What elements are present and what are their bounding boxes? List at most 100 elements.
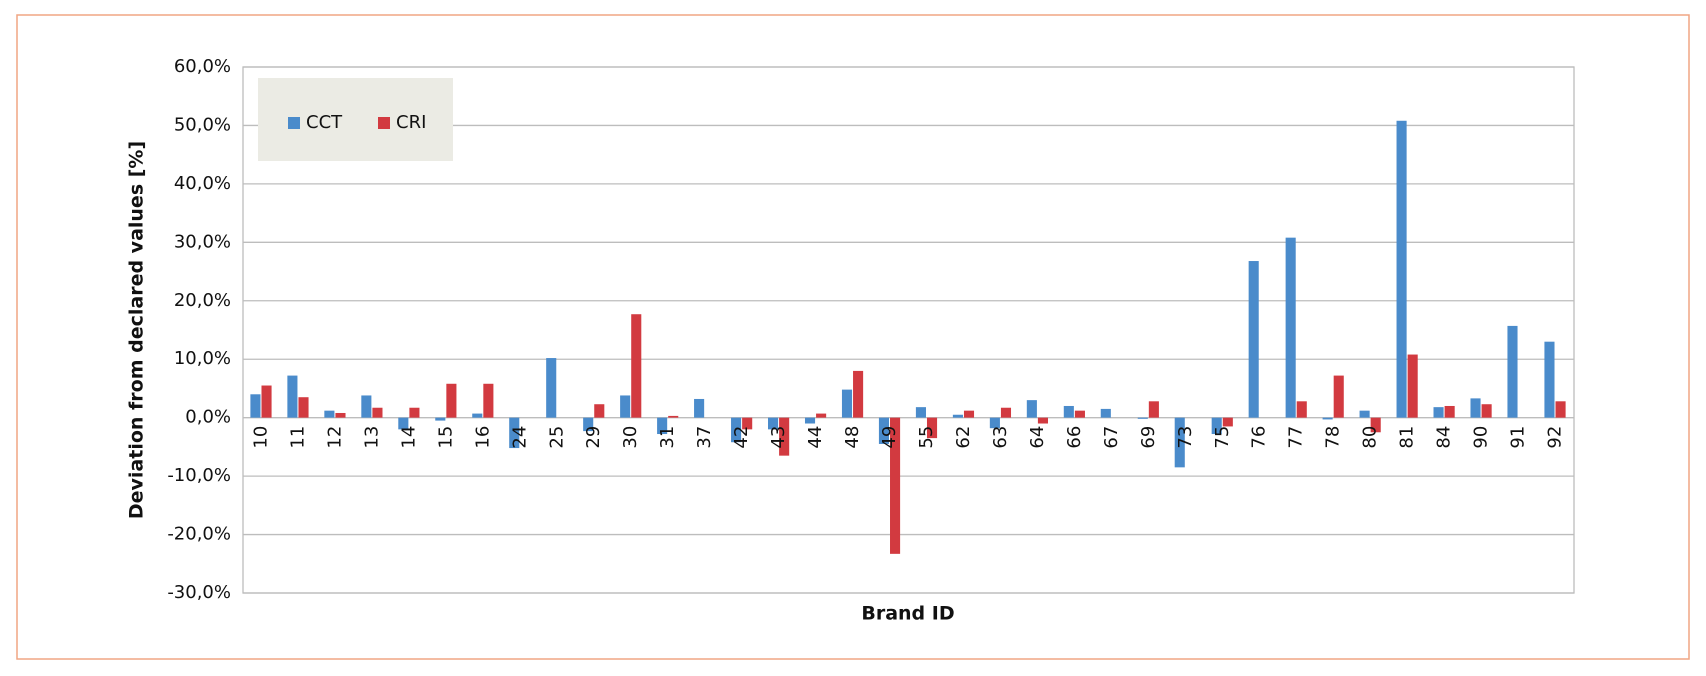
bar bbox=[1000, 407, 1012, 418]
bar bbox=[926, 417, 938, 439]
x-tick-label: 62 bbox=[953, 426, 974, 449]
bar bbox=[546, 358, 557, 418]
x-tick-label: 12 bbox=[324, 426, 345, 449]
x-tick-label: 81 bbox=[1397, 426, 1418, 449]
bar bbox=[1555, 401, 1566, 418]
bar bbox=[779, 417, 790, 456]
x-tick-label: 48 bbox=[842, 426, 863, 449]
legend-label: CRI bbox=[396, 112, 426, 133]
bar bbox=[1174, 417, 1185, 468]
x-tick-label: 24 bbox=[509, 426, 530, 449]
x-tick-label: 78 bbox=[1323, 426, 1344, 449]
bar bbox=[1222, 417, 1233, 427]
x-axis-title: Brand ID bbox=[861, 603, 954, 625]
bar bbox=[1470, 398, 1481, 418]
bar bbox=[1037, 417, 1048, 424]
bar bbox=[768, 417, 779, 430]
bar bbox=[1507, 325, 1518, 418]
bar bbox=[963, 410, 975, 418]
bar bbox=[361, 395, 372, 418]
bar bbox=[1396, 120, 1407, 418]
bar bbox=[435, 417, 446, 421]
bar bbox=[324, 410, 335, 418]
y-tick-label: 50,0% bbox=[174, 114, 231, 135]
bar bbox=[409, 407, 420, 418]
bar bbox=[335, 412, 346, 418]
bar bbox=[261, 385, 272, 418]
x-tick-label: 55 bbox=[916, 426, 937, 449]
bar bbox=[989, 417, 1000, 429]
y-tick-label: 40,0% bbox=[174, 173, 231, 194]
bar bbox=[1296, 401, 1307, 418]
x-tick-label: 76 bbox=[1249, 426, 1270, 449]
bar bbox=[731, 417, 742, 443]
y-tick-label: 0,0% bbox=[185, 407, 231, 428]
x-tick-label: 31 bbox=[657, 426, 678, 449]
bar bbox=[1063, 405, 1074, 418]
x-tick-label: 77 bbox=[1286, 426, 1307, 449]
x-tick-label: 63 bbox=[990, 426, 1011, 449]
y-tick-label: 10,0% bbox=[174, 348, 231, 369]
x-tick-label: 44 bbox=[805, 426, 826, 449]
bar bbox=[583, 417, 594, 432]
bar bbox=[915, 407, 926, 418]
bar bbox=[594, 404, 605, 418]
x-tick-label: 84 bbox=[1434, 426, 1455, 449]
bar bbox=[631, 314, 642, 418]
bar bbox=[1100, 408, 1111, 418]
x-tick-label: 29 bbox=[583, 426, 604, 449]
bar bbox=[1026, 400, 1037, 418]
bar bbox=[1322, 417, 1333, 420]
bar bbox=[1211, 417, 1222, 435]
x-tick-label: 91 bbox=[1508, 426, 1529, 449]
x-tick-label: 64 bbox=[1027, 426, 1048, 449]
x-tick-label: 73 bbox=[1175, 426, 1196, 449]
bar bbox=[841, 389, 853, 418]
bar bbox=[878, 417, 890, 444]
x-tick-label: 49 bbox=[879, 426, 900, 449]
legend-swatch bbox=[288, 117, 300, 129]
x-tick-label: 15 bbox=[435, 426, 456, 449]
x-tick-label: 16 bbox=[472, 426, 493, 449]
y-tick-label: 20,0% bbox=[174, 290, 231, 311]
bar bbox=[250, 394, 261, 418]
x-tick-label: 67 bbox=[1101, 426, 1122, 449]
bar bbox=[657, 417, 668, 435]
bar bbox=[1359, 410, 1370, 418]
y-tick-label: -10,0% bbox=[167, 465, 231, 486]
bar bbox=[1333, 375, 1344, 418]
x-tick-label: 90 bbox=[1471, 426, 1492, 449]
bar bbox=[952, 414, 963, 418]
bar bbox=[1285, 237, 1296, 418]
x-tick-label: 10 bbox=[250, 426, 271, 449]
bar bbox=[1248, 261, 1259, 418]
legend-label: CCT bbox=[306, 112, 343, 133]
y-tick-label: -20,0% bbox=[167, 524, 231, 545]
bar bbox=[804, 417, 816, 424]
bar bbox=[853, 370, 864, 418]
bar bbox=[1074, 410, 1085, 418]
bar bbox=[1407, 354, 1418, 418]
x-tick-label: 13 bbox=[361, 426, 382, 449]
bar bbox=[694, 398, 705, 418]
bar bbox=[620, 395, 631, 418]
y-tick-label: 30,0% bbox=[174, 231, 231, 252]
x-tick-label: 11 bbox=[287, 426, 308, 449]
bar bbox=[816, 413, 827, 418]
bar bbox=[1544, 341, 1555, 418]
bar bbox=[372, 407, 383, 418]
bar bbox=[398, 417, 409, 430]
bar bbox=[483, 383, 494, 418]
bar bbox=[1433, 407, 1444, 418]
x-tick-label: 43 bbox=[768, 426, 789, 449]
x-tick-label: 37 bbox=[694, 426, 715, 449]
x-tick-label: 14 bbox=[398, 426, 419, 449]
bar bbox=[1137, 417, 1148, 419]
bar bbox=[509, 417, 520, 449]
bar bbox=[446, 383, 457, 418]
x-tick-label: 80 bbox=[1360, 426, 1381, 449]
bar bbox=[1444, 405, 1455, 418]
bar bbox=[1148, 401, 1159, 418]
bar bbox=[1481, 404, 1492, 418]
